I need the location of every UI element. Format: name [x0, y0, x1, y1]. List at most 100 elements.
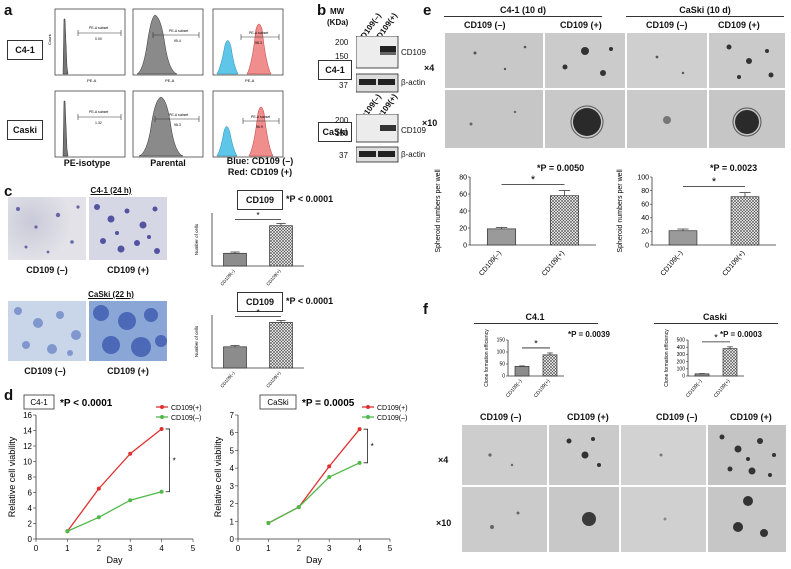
legend-marker	[366, 405, 370, 409]
e-mag-label: ×4	[424, 63, 435, 73]
y-tick-label: 300	[677, 352, 686, 358]
c-title-c41: C4-1 (24 h)	[90, 186, 132, 195]
spheroid-image-caski-pos-x4	[709, 33, 785, 88]
western-blot-c41	[356, 36, 399, 93]
x-tick-label: CD109(–)	[219, 370, 236, 389]
f-group-label: CD109 (–)	[480, 412, 522, 422]
y-tick-label: 7	[230, 411, 235, 420]
band-label: CD109	[401, 48, 426, 57]
legend-marker	[366, 415, 370, 419]
histogram-isotype-caski	[54, 90, 126, 158]
x-tick-label: CD109(–)	[478, 250, 503, 278]
y-tick-label: 0	[463, 242, 467, 249]
y-tick-label: 60	[641, 202, 649, 209]
significance-star: *	[531, 174, 536, 186]
caption-pe-isotype: PE-isotype	[63, 158, 111, 168]
e-pvalue-c41: *P = 0.0050	[537, 163, 585, 173]
spheroid-image-c41-neg-x10	[445, 90, 543, 148]
x-tick-label: CD109(+)	[265, 370, 282, 389]
bar	[730, 196, 760, 246]
significance-bracket	[165, 428, 170, 493]
y-tick-label: 3	[230, 482, 235, 491]
clone-image-c41-pos-x10	[549, 487, 619, 552]
c-group-label: CD109 (–)	[26, 265, 68, 275]
subset-value: 96.9	[256, 125, 263, 129]
panel-label-b: b	[317, 2, 327, 19]
subset-label: PE-A subset	[169, 29, 188, 33]
x-tick-label: CD109(+)	[533, 378, 552, 399]
bar	[486, 228, 517, 246]
significance-bracket	[363, 428, 368, 464]
subset-label: PE-A subset	[249, 31, 268, 35]
e-title-c41: C4-1 (10 d)	[499, 5, 546, 15]
spheroid-image-caski-neg-x10	[627, 90, 707, 148]
panel-label-f: f	[423, 301, 428, 318]
legend-label: CD109(+)	[171, 405, 202, 412]
y-axis-label: Number of cells	[194, 325, 199, 357]
x-tick-label: 1	[65, 544, 70, 553]
p-value: *P = 0.0005	[302, 398, 355, 409]
c-group-label: CD109 (+)	[107, 366, 149, 376]
divider	[474, 323, 598, 324]
panel-label-a: a	[4, 2, 13, 19]
data-point	[96, 486, 101, 491]
c-pvalue-c41: *P < 0.0001	[286, 194, 334, 204]
subset-label: PE-A subset	[169, 113, 188, 117]
subset-label: PE-A subset	[89, 110, 108, 114]
y-axis-label: Clone formation efficiency	[484, 329, 490, 387]
x-tick-label: CD109(+)	[722, 250, 747, 278]
clone-image-c41-pos-x4	[549, 425, 619, 485]
bar	[549, 195, 580, 246]
western-blot-caski	[356, 114, 399, 163]
significance-star: *	[371, 442, 374, 451]
clone-image-caski-pos-x4	[708, 425, 786, 485]
blot-cell-label: CaSki	[318, 122, 352, 142]
e-pvalue-caski: *P = 0.0023	[710, 163, 758, 173]
spheroid-image-c41-pos-x4	[545, 33, 625, 88]
c-group-label: CD109 (–)	[24, 366, 66, 376]
subset-value: 0.00	[95, 37, 102, 41]
histogram-isotype-c41	[54, 8, 126, 76]
x-axis-label: Day	[306, 555, 323, 565]
y-tick-label: 4	[28, 504, 33, 513]
chart-c-c41: Number of cells CD109(–) CD109(+) *	[194, 211, 304, 287]
bar	[223, 346, 247, 369]
f-title-c41: C4.1	[525, 312, 545, 322]
x-tick-label: 0	[34, 544, 39, 553]
x-tick-label: 0	[236, 544, 241, 553]
mw-marker: 150	[335, 52, 349, 61]
caption-blue: Blue: CD109 (–)	[226, 156, 294, 166]
mw-marker: 150	[335, 129, 349, 138]
y-tick-label: 12	[23, 442, 32, 451]
y-tick-label: 8	[28, 473, 33, 482]
c-title-caski: CaSki (22 h)	[88, 290, 134, 299]
y-tick-label: 80	[641, 188, 649, 195]
y-tick-label: 100	[497, 350, 506, 356]
mw-header: MW	[330, 7, 345, 16]
y-axis-label: Relative cell viability	[213, 436, 223, 517]
x-tick-label: CD109(–)	[505, 378, 524, 399]
f-pvalue-c41: *P = 0.0039	[568, 330, 610, 339]
data-point	[327, 464, 332, 469]
y-axis-label: Relative cell viability	[7, 436, 17, 517]
data-point	[266, 521, 271, 526]
f-pvalue-caski: *P = 0.0003	[720, 330, 762, 339]
legend-label: CD109(–)	[377, 415, 407, 422]
invasion-image-c41-pos	[89, 197, 167, 260]
significance-star: *	[173, 456, 176, 465]
divider	[444, 16, 602, 17]
y-axis-label: Spheroid numbers per well	[617, 169, 624, 253]
mw-marker: 37	[339, 81, 348, 90]
band-label: β-actin	[401, 78, 426, 87]
c-box-label-c41: CD109	[237, 190, 283, 210]
bar	[668, 230, 698, 246]
flow-histograms: PE-A subset 0.00 PE-A Count PE-A subset …	[47, 8, 284, 158]
subset-value: 95.4	[174, 39, 181, 43]
significance-star: *	[534, 338, 538, 348]
x-tick-label: CD109(–)	[219, 268, 236, 287]
subset-label: PE-A subset	[251, 115, 270, 119]
clone-image-c41-neg-x10	[462, 487, 547, 552]
mw-marker: 200	[335, 38, 349, 47]
x-tick-label: 3	[327, 544, 332, 553]
